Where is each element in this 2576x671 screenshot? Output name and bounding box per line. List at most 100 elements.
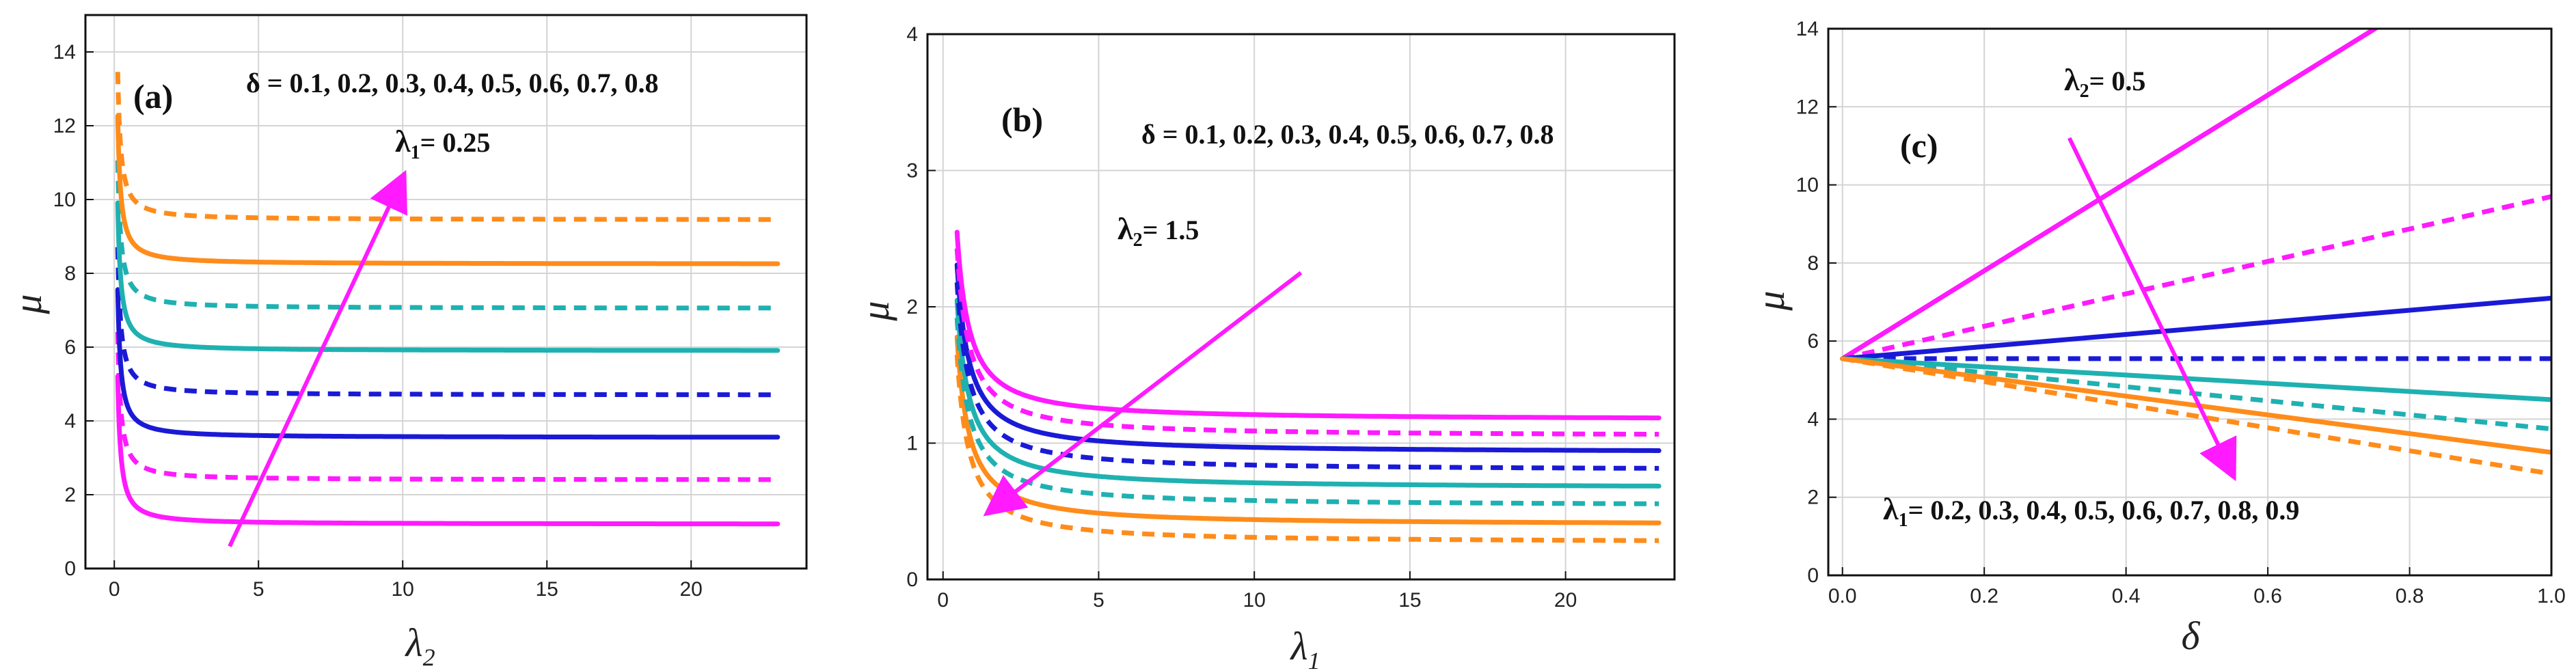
- panel-a-ytick-label: 6: [64, 336, 76, 359]
- panel-a-label: (a): [133, 77, 173, 115]
- panel-c-lambda2-value: = 0.5: [2089, 66, 2146, 96]
- panel-a-lambda-annotation: λ1= 0.25: [395, 124, 490, 163]
- panel-a-xlabel-symbol: λ: [404, 620, 422, 665]
- panel-a-xtick-label: 10: [392, 578, 414, 601]
- panel-a-xtick-label: 5: [253, 578, 265, 601]
- panel-b-lambda-symbol: λ: [1117, 211, 1133, 246]
- panel-a-lambda-symbol: λ: [395, 124, 411, 159]
- panel-a-curves: [115, 72, 781, 527]
- panel-a-ytick-label: 14: [53, 41, 76, 64]
- panel-c-series-line-3: [1840, 295, 2551, 361]
- panel-c-xtick-label: 0.6: [2253, 585, 2282, 607]
- panel-c-xtick-label: 0.4: [2112, 585, 2141, 607]
- panel-c-arrow: [2067, 137, 2237, 482]
- panel-a-xtick-label: 0: [109, 578, 120, 601]
- panel-b-ytick-label: 2: [906, 296, 918, 318]
- panel-c-ytick-label: 6: [1807, 330, 1819, 353]
- panel-a-ticks: 0 5 10 15 20 0 2 4 6 8 10 12 14: [53, 41, 703, 601]
- panel-c-lambda1-symbol: λ: [1883, 491, 1899, 526]
- panel-a-xtick-label: 15: [536, 578, 558, 601]
- panel-c-ytick-label: 2: [1807, 487, 1819, 509]
- panel-c-ytick-label: 12: [1796, 96, 1819, 118]
- panel-c-curves: [1840, 29, 2551, 476]
- panel-b-xtick-label: 0: [937, 589, 949, 612]
- panel-c-series-line-5: [1840, 356, 2551, 402]
- panel-c-xtick-label: 0.8: [2396, 585, 2424, 607]
- panel-c-label: (c): [1900, 126, 1938, 165]
- panel-a-series-line-5: [115, 200, 781, 353]
- panel-b-series-line-6: [954, 262, 1662, 453]
- panel-b-grid: [927, 34, 1675, 579]
- panel-a-series-line-2: [115, 331, 778, 482]
- panel-c-lambda2-sub: 2: [2080, 81, 2089, 102]
- panel-b-xlabel: λ1: [1289, 624, 1320, 671]
- panel-c-series-line-7: [1840, 356, 2551, 455]
- panel-c-lambda2-symbol: λ: [2064, 62, 2080, 97]
- panel-c-series-line-1: [1840, 29, 2380, 361]
- panel-a-xlabel: λ2: [404, 620, 435, 671]
- panel-a-grid: [85, 15, 806, 569]
- panel-a-ylabel: μ: [5, 294, 50, 314]
- panel-c-xtick-label: 0.0: [1828, 585, 1857, 607]
- panel-b-ytick-label: 0: [906, 569, 918, 591]
- panel-b-lambda-annotation: λ2= 1.5: [1117, 211, 1199, 251]
- panel-b-lambda-sub: 2: [1133, 230, 1143, 251]
- panel-b-series-line-4: [954, 298, 1662, 489]
- panel-c-ytick-label: 4: [1807, 408, 1819, 430]
- panel-b-arrow: [983, 271, 1303, 517]
- panel-c-lambda1-values: = 0.2, 0.3, 0.4, 0.5, 0.6, 0.7, 0.8, 0.9: [1908, 495, 2300, 525]
- panel-b-curves: [954, 230, 1662, 543]
- panel-a-series-line-6: [115, 160, 778, 311]
- panel-a-series-line-7: [115, 113, 781, 266]
- panel-c-lambda2-annotation: λ2= 0.5: [2064, 62, 2145, 102]
- panel-b-series-line-8: [954, 230, 1662, 421]
- panel-b-ytick-label: 3: [906, 160, 918, 182]
- panel-c-series-line-2: [1841, 194, 2551, 361]
- panel-b-ytick-label: 1: [906, 433, 918, 455]
- panel-c-series-line-6: [1842, 356, 2551, 432]
- panel-a-ytick-label: 12: [53, 115, 76, 137]
- panel-c-ytick-label: 14: [1796, 18, 1819, 40]
- panel-c-ytick-label: 10: [1796, 174, 1819, 197]
- panel-b-xtick-label: 5: [1093, 589, 1104, 612]
- panel-a-lambda-value: = 0.25: [420, 127, 491, 158]
- panel-c-xtick-label: 0.2: [1970, 585, 1998, 607]
- panel-b: 0 5 10 15 20 0 1 2 3 4 (b) δ = 0.1, 0.2, 0.3, 0.4…: [853, 23, 1676, 671]
- panel-b-xlabel-symbol: λ: [1289, 624, 1307, 668]
- panel-b-xtick-label: 15: [1398, 589, 1421, 612]
- panel-a-frame: [84, 14, 808, 570]
- panel-b-ylabel: μ: [853, 301, 897, 321]
- panel-a-series-line-8: [115, 72, 778, 222]
- panel-b-series-line-2: [954, 334, 1662, 525]
- panel-a-series-line-1: [115, 374, 781, 527]
- panel-b-series-line-7: [954, 248, 1659, 437]
- panel-a-series-line-3: [115, 287, 781, 440]
- panel-b-xtick-label: 20: [1554, 589, 1577, 612]
- panel-c-ylabel: μ: [1748, 290, 1793, 311]
- panel-b-xlabel-sub: 1: [1308, 647, 1320, 671]
- panel-a-ytick-label: 0: [64, 558, 76, 580]
- panel-c-frame: [1827, 27, 2553, 577]
- panel-b-series-line-5: [954, 282, 1659, 471]
- panel-b-xtick-label: 10: [1243, 589, 1266, 612]
- panel-c-ytick-label: 0: [1807, 564, 1819, 587]
- panel-b-series-line-3: [954, 318, 1659, 506]
- panel-a-xtick-label: 20: [680, 578, 703, 601]
- panel-a-ytick-label: 2: [64, 484, 76, 506]
- panel-a-lambda-sub: 1: [411, 142, 420, 163]
- panel-b-series-line-1: [954, 355, 1659, 543]
- panel-c-series-line-8: [1842, 356, 2551, 476]
- panel-a-ytick-label: 10: [53, 189, 76, 211]
- panel-a-delta-annotation: δ = 0.1, 0.2, 0.3, 0.4, 0.5, 0.6, 0.7, 0…: [246, 68, 659, 98]
- panel-c-lambda1-sub: 1: [1899, 510, 1908, 531]
- panel-a-ytick-label: 8: [64, 262, 76, 285]
- panel-b-lambda-value: = 1.5: [1143, 215, 1199, 245]
- panel-b-frame: [926, 33, 1676, 581]
- panel-a-arrow: [228, 169, 407, 547]
- panel-a-xlabel-sub: 2: [423, 644, 435, 671]
- panel-a-series-line-4: [115, 247, 778, 398]
